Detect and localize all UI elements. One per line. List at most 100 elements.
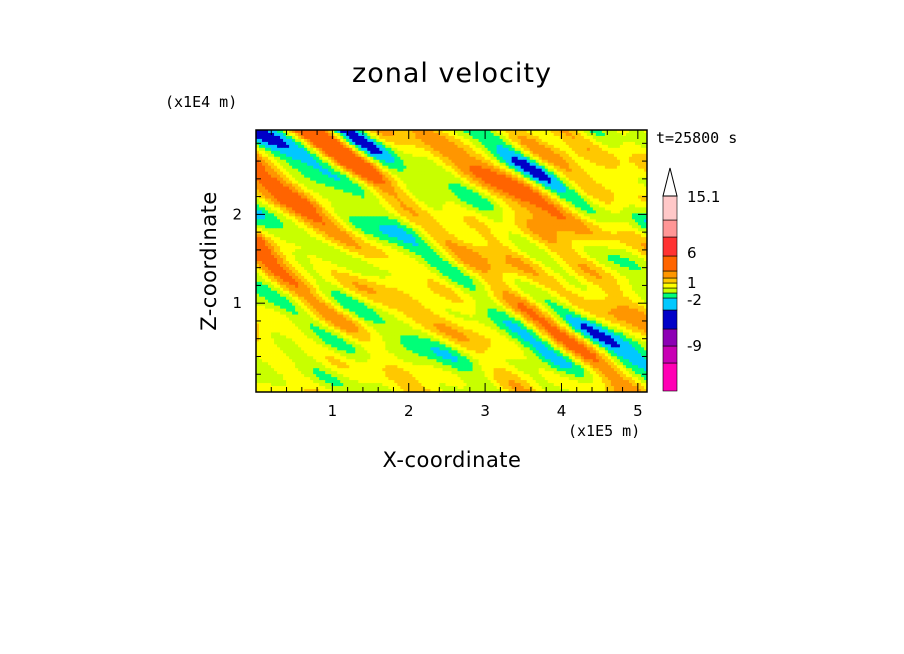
field-cell <box>616 210 621 214</box>
field-cell <box>436 141 440 146</box>
field-cell <box>295 132 299 137</box>
field-cell <box>631 159 636 164</box>
field-cell <box>397 144 401 149</box>
field-cell <box>445 150 449 155</box>
field-cell <box>532 150 537 155</box>
field-cell <box>622 177 627 182</box>
field-cell <box>487 222 491 226</box>
field-cell <box>502 180 507 184</box>
field-cell <box>385 144 389 149</box>
field-cell <box>592 219 597 223</box>
field-cell <box>544 141 549 146</box>
field-cell <box>379 243 383 247</box>
field-cell <box>562 180 567 184</box>
field-cell <box>367 228 371 232</box>
field-cell <box>364 144 368 149</box>
field-cell <box>553 141 558 146</box>
field-cell <box>526 171 531 176</box>
field-cell <box>433 183 437 187</box>
field-cell <box>502 210 507 214</box>
field-cell <box>505 130 510 134</box>
field-cell <box>292 159 296 164</box>
field-cell <box>385 180 389 184</box>
field-cell <box>289 210 293 214</box>
field-cell <box>370 174 374 179</box>
field-cell <box>595 159 600 164</box>
field-cell <box>334 210 338 214</box>
field-cell <box>481 195 485 199</box>
field-cell <box>340 130 344 134</box>
field-cell <box>439 186 443 190</box>
field-cell <box>466 162 470 167</box>
field-cell <box>346 207 350 211</box>
field-cell <box>562 237 567 241</box>
field-cell <box>517 198 522 202</box>
field-cell <box>313 177 317 182</box>
field-cell <box>550 165 555 170</box>
field-cell <box>427 186 431 190</box>
field-cell <box>304 159 308 164</box>
field-cell <box>496 147 501 152</box>
field-cell <box>466 138 470 143</box>
field-cell <box>409 222 413 226</box>
field-cell <box>349 189 353 193</box>
field-cell <box>550 240 555 244</box>
field-cell <box>301 192 305 196</box>
field-cell <box>412 225 416 229</box>
field-cell <box>571 201 576 205</box>
field-cell <box>424 180 428 184</box>
field-cell <box>403 168 407 173</box>
field-cell <box>274 150 278 155</box>
field-cell <box>634 132 639 137</box>
field-cell <box>340 231 344 235</box>
field-cell <box>481 144 485 149</box>
field-cell <box>595 192 600 196</box>
field-cell <box>334 138 338 143</box>
field-cell <box>259 234 263 238</box>
field-cell <box>454 219 458 223</box>
field-cell <box>319 237 323 241</box>
field-cell <box>454 135 458 140</box>
field-cell <box>388 130 392 134</box>
field-cell <box>580 189 585 193</box>
field-cell <box>643 201 648 205</box>
field-cell <box>379 183 383 187</box>
field-cell <box>574 159 579 164</box>
field-cell <box>481 231 485 235</box>
field-cell <box>331 210 335 214</box>
field-cell <box>400 141 404 146</box>
field-cell <box>631 144 636 149</box>
field-cell <box>544 156 549 161</box>
field-cell <box>316 237 320 241</box>
field-cell <box>262 189 266 193</box>
field-cell <box>325 192 329 196</box>
field-cell <box>400 165 404 170</box>
field-cell <box>565 183 570 187</box>
field-cell <box>409 141 413 146</box>
field-cell <box>610 168 615 173</box>
field-cell <box>445 132 449 137</box>
field-cell <box>487 213 491 217</box>
field-cell <box>283 130 287 134</box>
field-cell <box>502 141 507 146</box>
field-cell <box>571 225 576 229</box>
field-cell <box>481 156 485 161</box>
field-cell <box>397 222 401 226</box>
field-cell <box>424 159 428 164</box>
field-cell <box>469 165 473 170</box>
field-cell <box>316 216 320 220</box>
field-cell <box>322 150 326 155</box>
field-cell <box>406 240 410 244</box>
field-cell <box>334 177 338 182</box>
field-cell <box>421 153 425 158</box>
field-cell <box>568 201 573 205</box>
field-cell <box>313 198 317 202</box>
field-cell <box>286 204 290 208</box>
field-cell <box>394 168 398 173</box>
field-cell <box>487 228 491 232</box>
field-cell <box>511 207 516 211</box>
field-cell <box>628 144 633 149</box>
field-cell <box>430 234 434 238</box>
field-cell <box>538 240 543 244</box>
field-cell <box>274 231 278 235</box>
